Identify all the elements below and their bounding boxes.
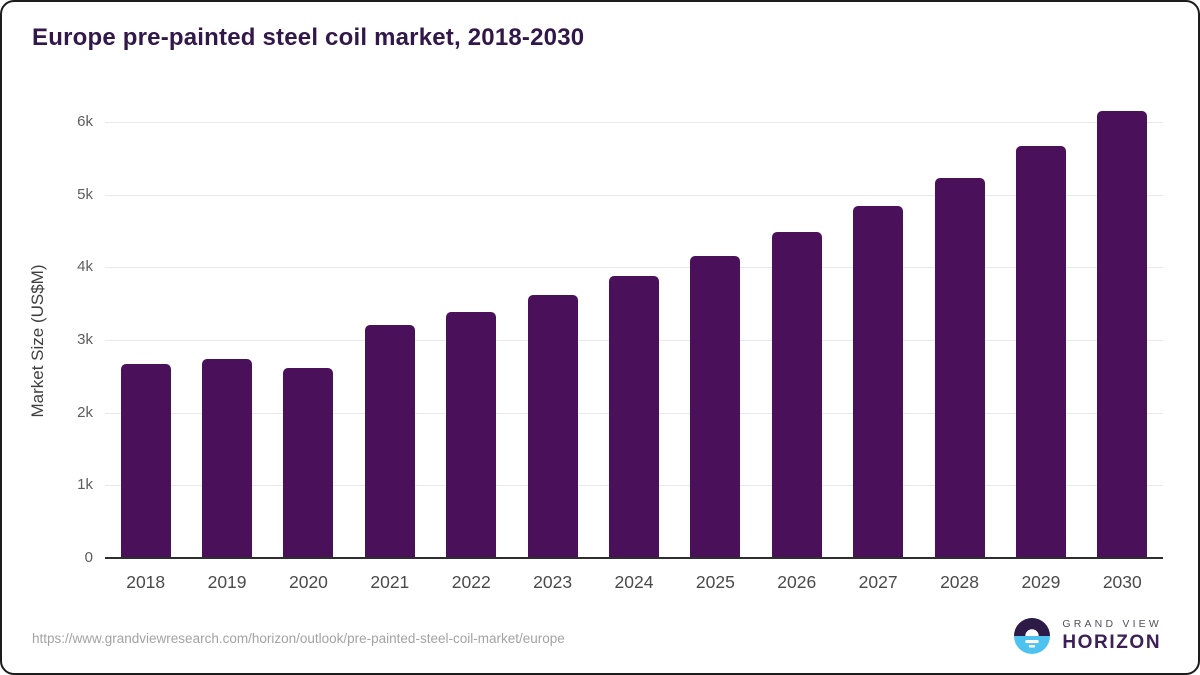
x-tick-label-2021: 2021: [370, 572, 410, 592]
gridline-6k: [105, 121, 1163, 123]
x-tick-label-2023: 2023: [533, 572, 573, 592]
grand-view-horizon-logo: GRAND VIEW HORIZON: [1014, 618, 1162, 654]
y-tick-label-6k: 6k: [77, 112, 93, 130]
y-tick-label-4k: 4k: [77, 258, 93, 276]
x-tick-label-2025: 2025: [695, 572, 735, 592]
bar-2023[interactable]: [527, 295, 578, 558]
bar-2020[interactable]: [283, 367, 334, 558]
logo-text-grand-view: GRAND VIEW: [1062, 618, 1162, 630]
x-tick-label-2022: 2022: [451, 572, 491, 592]
x-tick-label-2020: 2020: [288, 572, 328, 592]
source-url: https://www.grandviewresearch.com/horizo…: [32, 631, 565, 646]
bar-2029[interactable]: [1015, 146, 1066, 558]
chart-title: Europe pre-painted steel coil market, 20…: [32, 24, 585, 51]
bar-2026[interactable]: [771, 232, 822, 558]
bar-2024[interactable]: [609, 275, 659, 558]
x-tick-label-2018: 2018: [126, 572, 166, 592]
x-tick-label-2030: 2030: [1102, 572, 1142, 592]
bar-2028[interactable]: [934, 177, 985, 558]
gridline-5k: [105, 194, 1163, 196]
bar-2025[interactable]: [690, 255, 741, 558]
bar-2027[interactable]: [853, 205, 904, 558]
grand-view-horizon-logo-icon: [1014, 618, 1051, 654]
x-tick-label-2026: 2026: [777, 572, 817, 592]
bar-2018[interactable]: [120, 364, 171, 558]
bar-2022[interactable]: [446, 311, 497, 558]
y-tick-label-1k: 1k: [77, 476, 93, 494]
x-tick-label-2027: 2027: [858, 572, 898, 592]
x-tick-label-2019: 2019: [207, 572, 247, 592]
logo-text: GRAND VIEW HORIZON: [1062, 618, 1162, 654]
gridline-4k: [105, 267, 1163, 269]
y-tick-label-5k: 5k: [77, 185, 93, 203]
x-tick-label-2029: 2029: [1021, 572, 1061, 592]
y-tick-label-0: 0: [84, 549, 93, 566]
y-tick-label-3k: 3k: [77, 330, 93, 348]
bar-2021[interactable]: [364, 324, 415, 558]
y-tick-label-2k: 2k: [77, 403, 93, 421]
bar-2019[interactable]: [202, 359, 253, 558]
logo-text-horizon: HORIZON: [1062, 632, 1162, 653]
x-axis-line: [105, 557, 1163, 559]
bar-2030[interactable]: [1097, 110, 1148, 558]
x-tick-label-2024: 2024: [614, 572, 654, 592]
x-tick-label-2028: 2028: [940, 572, 979, 592]
